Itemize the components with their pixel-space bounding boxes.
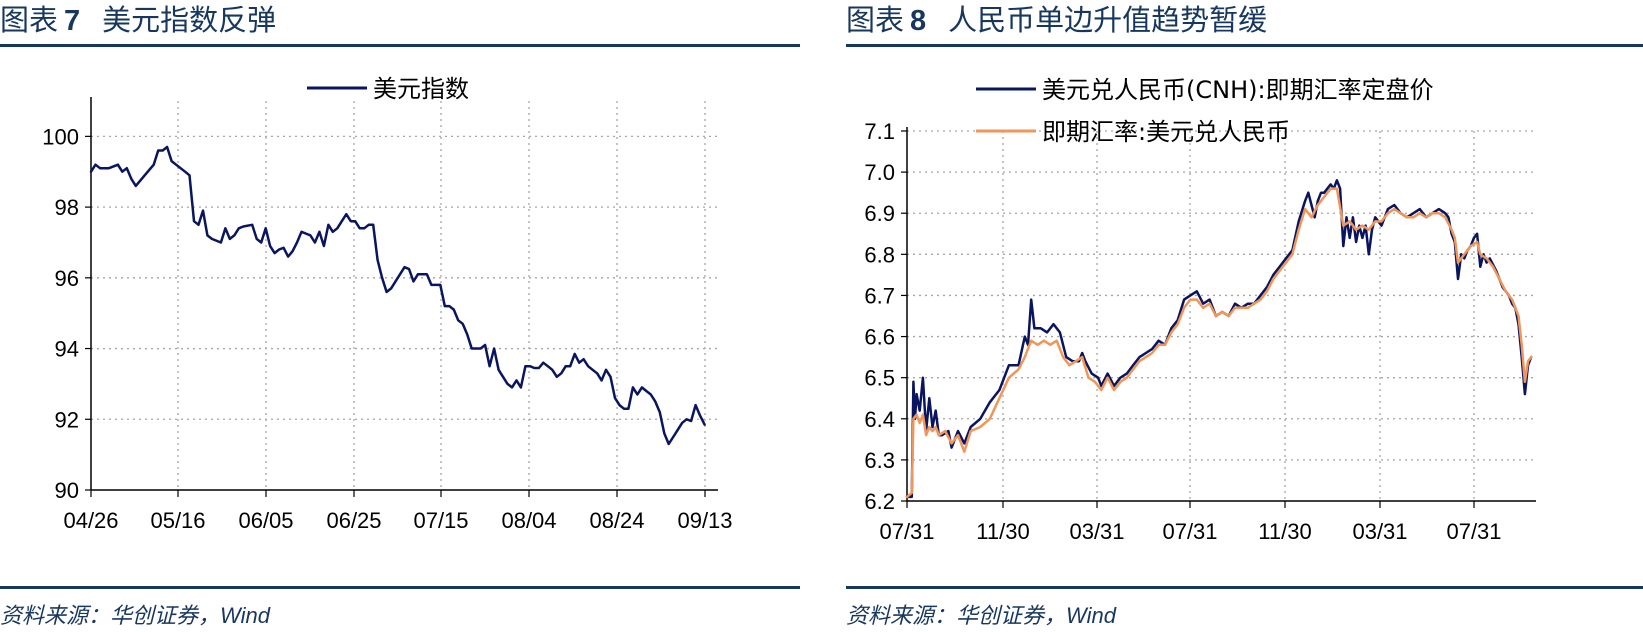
figure-title: 美元指数反弹 (102, 3, 277, 37)
header-rule (846, 44, 1643, 47)
y-tick-label: 92 (55, 407, 79, 432)
y-tick-label: 6.7 (864, 283, 895, 308)
y-tick-label: 7.1 (864, 119, 895, 144)
source-name: Wind (220, 603, 270, 628)
source-note: 资料来源：华创证券，Wind (0, 598, 270, 630)
source-name: Wind (1066, 603, 1116, 628)
y-tick-label: 7.0 (864, 160, 895, 185)
figure-header: 图表 8 人民币单边升值趋势暂缓 (846, 0, 1643, 40)
x-tick-label: 07/15 (413, 508, 468, 533)
x-tick-label: 03/31 (1069, 519, 1124, 544)
x-tick-label: 03/31 (1352, 519, 1407, 544)
source-note: 资料来源：华创证券，Wind (846, 598, 1116, 630)
x-tick-label: 07/31 (1446, 519, 1501, 544)
figure-label: 图表 (0, 3, 59, 37)
legend-label-1: 即期汇率:美元兑人民币 (1042, 118, 1290, 146)
x-tick-label: 07/31 (1162, 519, 1217, 544)
series-line-1 (905, 187, 1533, 499)
footer-rule (846, 586, 1643, 589)
figure-number: 7 (64, 5, 81, 37)
y-tick-label: 96 (55, 266, 79, 291)
x-tick-label: 07/31 (879, 519, 934, 544)
chart-panel-rmb-rate: 图表 8 人民币单边升值趋势暂缓 6.2 6.3 6.4 6.5 6.6 6.7 6.8 6.9 7… (846, 0, 1643, 632)
series-line-0 (89, 145, 706, 446)
y-tick-label: 6.9 (864, 201, 895, 226)
y-tick-label: 6.6 (864, 325, 895, 350)
line-chart-dollar-index: 90 92 94 96 98 100 04/26 05/16 06/05 06/25 07/15 08… (42, 75, 732, 533)
series-line-0 (905, 179, 1533, 499)
y-tick-label: 6.5 (864, 366, 895, 391)
header-rule (0, 44, 800, 47)
figure-header: 图表 7 美元指数反弹 (0, 0, 800, 40)
source-label: 资料来源：华创证券， (0, 604, 221, 629)
x-tick-label: 05/16 (150, 508, 205, 533)
source-label: 资料来源：华创证券， (846, 604, 1067, 629)
y-tick-label: 94 (55, 337, 79, 362)
x-tick-label: 11/30 (1258, 519, 1311, 544)
y-tick-label: 98 (55, 195, 79, 220)
x-tick-label: 11/30 (976, 519, 1029, 544)
x-tick-label: 04/26 (63, 508, 118, 533)
legend-label-0: 美元兑人民币(CNH):即期汇率定盘价 (1042, 76, 1434, 104)
y-tick-label: 6.3 (864, 448, 895, 473)
x-tick-label: 08/24 (589, 508, 644, 533)
y-tick-label: 6.2 (864, 489, 895, 514)
footer-rule (0, 586, 800, 589)
legend-label-0: 美元指数 (373, 75, 469, 103)
figure-label: 图表 (846, 3, 905, 37)
x-tick-label: 09/13 (677, 508, 732, 533)
y-tick-label: 100 (42, 124, 79, 149)
line-chart-rmb-rate: 6.2 6.3 6.4 6.5 6.6 6.7 6.8 6.9 7.0 7.1 07/31 11/30… (864, 76, 1536, 544)
y-tick-label: 90 (55, 478, 79, 503)
figure-title: 人民币单边升值趋势暂缓 (948, 3, 1268, 37)
y-tick-label: 6.4 (864, 407, 895, 432)
chart-panel-dollar-index: 图表 7 美元指数反弹 90 92 94 96 98 100 04/26 05/16 06/05 06… (0, 0, 800, 632)
x-tick-label: 06/05 (238, 508, 293, 533)
figure-number: 8 (910, 5, 927, 37)
y-tick-label: 6.8 (864, 242, 895, 267)
x-tick-label: 08/04 (501, 508, 556, 533)
x-tick-label: 06/25 (326, 508, 381, 533)
